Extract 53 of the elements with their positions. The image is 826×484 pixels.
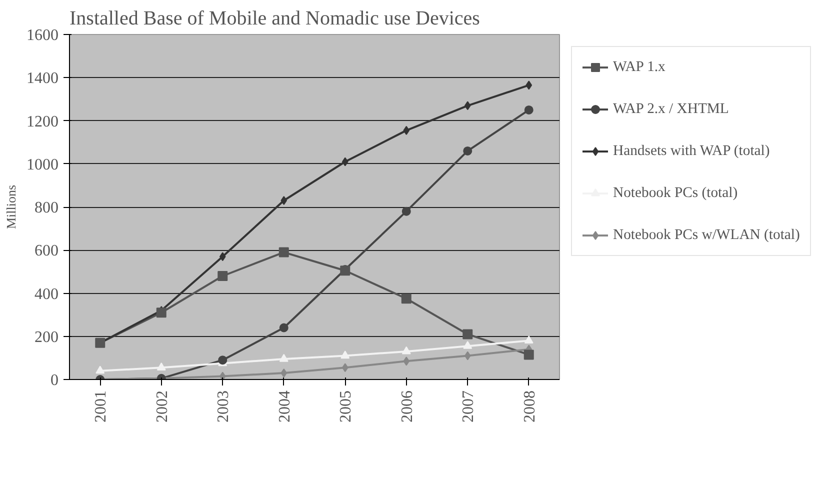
point — [463, 340, 472, 349]
y-tick-label: 800 — [34, 200, 58, 216]
point — [463, 146, 472, 156]
legend-label: Handsets with WAP (total) — [613, 142, 770, 160]
chart-title: Installed Base of Mobile and Nomadic use Devices — [70, 8, 480, 30]
point — [342, 157, 348, 166]
point — [403, 126, 410, 135]
y-tick-label: 1600 — [26, 27, 58, 44]
legend-label: Notebook PCs w/WLAN (total) — [613, 226, 800, 244]
x-tick-label: 2001 — [92, 390, 110, 422]
point — [219, 252, 226, 262]
x-tick-label: 2003 — [215, 390, 232, 422]
point — [402, 346, 411, 354]
point — [156, 308, 166, 318]
y-tick-label: 400 — [34, 286, 58, 303]
y-tick-label: 1400 — [26, 70, 58, 88]
point — [402, 206, 411, 216]
legend-label: Notebook PCs (total) — [613, 184, 738, 202]
point — [524, 105, 534, 114]
point — [279, 354, 288, 362]
point — [462, 329, 473, 340]
point — [280, 368, 288, 378]
legend-label: WAP 2.x / XHTML — [613, 100, 729, 118]
y-tick-label: 0 — [50, 372, 58, 389]
x-tick-label: 2002 — [154, 390, 171, 422]
y-tick-label: 1200 — [26, 113, 58, 130]
point — [96, 366, 105, 374]
point — [219, 372, 226, 380]
point — [524, 350, 534, 360]
point — [526, 80, 532, 90]
x-tick-label: 2005 — [338, 390, 355, 422]
point — [278, 247, 289, 258]
point — [280, 196, 288, 206]
point — [464, 351, 471, 360]
point — [524, 336, 534, 344]
point — [156, 362, 166, 370]
point — [401, 294, 412, 304]
y-tick-label: 1000 — [26, 156, 58, 174]
point — [218, 271, 228, 281]
x-tick-label: 2008 — [521, 390, 538, 422]
point — [342, 363, 348, 372]
point — [340, 350, 350, 359]
point — [403, 356, 410, 366]
point — [218, 356, 228, 365]
y-tick-label: 200 — [34, 328, 58, 346]
x-tick-label: 2007 — [460, 390, 478, 422]
y-axis-title: Millions — [4, 184, 18, 230]
point — [464, 101, 471, 110]
legend-label: WAP 1.x — [613, 58, 666, 76]
point — [279, 323, 288, 332]
y-tick-label: 600 — [34, 242, 58, 260]
x-tick-label: 2006 — [398, 390, 416, 422]
x-tick-label: 2004 — [276, 390, 294, 422]
